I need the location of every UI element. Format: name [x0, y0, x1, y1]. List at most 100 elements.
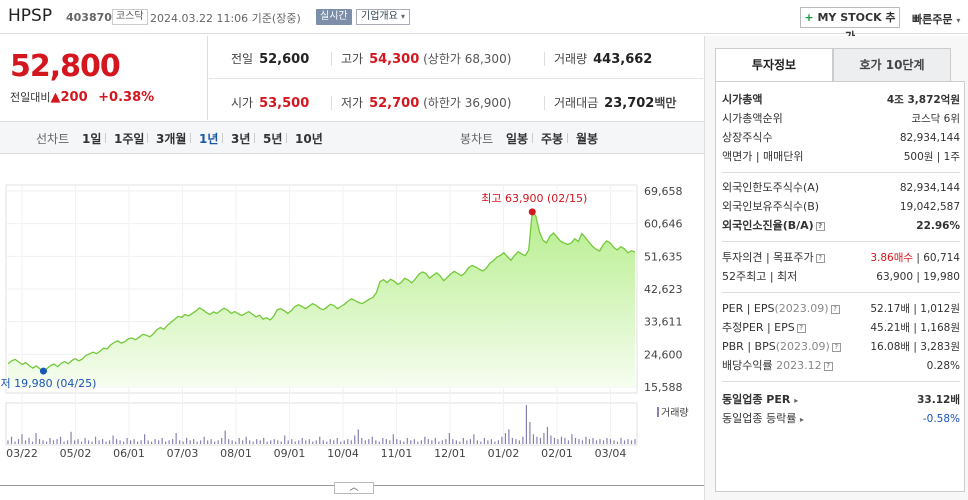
sector-per-value: 33.12배 — [917, 394, 960, 406]
volume-bar — [158, 440, 160, 444]
chevron-up-icon: ︿ — [349, 483, 359, 493]
divider — [722, 241, 960, 242]
volume-frame — [5, 402, 638, 446]
price-stats: 전일 52,600 고가 54,300 (상한가 68,300) 거래량 443,66… — [209, 36, 703, 120]
volume-bar — [462, 437, 464, 444]
volume-bar — [634, 439, 636, 444]
volume-bar — [350, 440, 352, 444]
help-icon[interactable]: ? — [823, 361, 833, 371]
volume-bar — [476, 440, 478, 444]
volume-bar — [497, 440, 499, 444]
collapse-chart-button[interactable]: ︿ — [334, 482, 374, 494]
trade-amount: 거래대금 23,702백만 — [554, 94, 676, 111]
volume-bar — [385, 439, 387, 444]
volume-bar — [77, 439, 79, 444]
quick-order-button[interactable]: 빠른주문 ▾ — [912, 11, 960, 27]
foreign-limit-row: 외국인한도주식수(A) 82,934,144 — [722, 180, 960, 196]
volume-bar — [487, 440, 489, 444]
volume-bar — [228, 439, 230, 444]
volume-bar — [448, 433, 450, 444]
volume-bar — [389, 440, 391, 444]
par-value-row: 액면가 | 매매단위 500원 | 1주 — [722, 149, 960, 165]
volume-bar — [298, 440, 300, 444]
volume-bar — [151, 441, 153, 444]
add-my-stock-button[interactable]: + MY STOCK 추가 — [800, 7, 900, 43]
tab-order-book[interactable]: 호가 10단계 — [833, 48, 951, 82]
tab-investment-info[interactable]: 투자정보 — [715, 48, 833, 82]
help-icon[interactable]: ? — [815, 221, 825, 231]
help-icon[interactable]: ? — [831, 342, 841, 352]
volume-bar — [620, 437, 622, 444]
volume-bar — [308, 439, 310, 444]
volume-bar — [203, 436, 205, 444]
volume-bar — [98, 440, 100, 444]
volume-bar — [515, 439, 517, 444]
volume-bar — [56, 439, 58, 444]
volume-bar — [364, 440, 366, 444]
volume-bar — [70, 431, 72, 444]
company-info-dropdown[interactable]: 기업개요 ▾ — [356, 9, 411, 25]
volume-bar — [87, 440, 90, 444]
divider — [286, 133, 287, 143]
volume-bar — [31, 441, 34, 444]
volume-bar — [329, 439, 331, 444]
opinion-row: 투자의견 | 목표주가? 3.86매수 | 60,714 — [722, 251, 960, 264]
volume-bar — [508, 429, 510, 444]
period-10y[interactable]: 10년 — [295, 132, 323, 146]
period-3y[interactable]: 3년 — [231, 132, 251, 146]
foreign-rate-row: 외국인소진율(B/A)? 22.96% — [722, 218, 960, 234]
quick-order-label: 빠른주문 — [912, 13, 953, 26]
volume-bar — [392, 434, 394, 444]
shares-label: 상장주식수 — [722, 131, 773, 144]
candle-weekly[interactable]: 주봉 — [541, 132, 564, 146]
sector-per-row[interactable]: 동일업종 PER ▸ 33.12배 — [722, 392, 960, 408]
amount-unit: 백만 — [654, 96, 677, 110]
volume-bar — [63, 441, 65, 444]
period-3m[interactable]: 3개월 — [156, 132, 187, 146]
realtime-button[interactable]: 실시간 — [316, 9, 352, 25]
volume-bar — [490, 439, 492, 444]
candle-daily[interactable]: 일봉 — [506, 132, 529, 146]
y-tick-label: 51,635 — [644, 250, 683, 263]
volume-bar — [129, 440, 132, 444]
help-icon[interactable]: ? — [796, 323, 806, 333]
volume-bar — [347, 439, 349, 444]
pbr-label: PBR | BPS — [722, 340, 776, 353]
x-tick-label: 08/01 — [220, 447, 252, 460]
period-5y[interactable]: 5년 — [263, 132, 283, 146]
volume-bar — [532, 434, 535, 444]
price-summary: 52,800 전일대비▲200 +0.38% — [0, 36, 208, 120]
volume-bar — [91, 441, 93, 444]
sector-rate-row[interactable]: 동일업종 등락률 ▸ -0.58% — [722, 411, 960, 427]
rank-label: 시가총액순위 — [722, 112, 783, 125]
prev-close-label: 전일 — [231, 52, 254, 66]
help-icon[interactable]: ? — [815, 253, 825, 263]
volume-bar — [469, 439, 471, 444]
volume-bar — [42, 440, 44, 444]
volume-bar — [315, 440, 317, 444]
volume-bar — [126, 437, 128, 444]
volume-bar — [543, 433, 545, 444]
volume-bar — [119, 440, 121, 444]
volume-bar — [172, 439, 174, 444]
volume-bar — [214, 441, 216, 444]
low-label: 저가 — [341, 96, 364, 110]
period-1y[interactable]: 1년 — [199, 132, 219, 146]
volume-bar — [445, 439, 447, 444]
divider — [544, 96, 545, 110]
period-1w[interactable]: 1주일 — [114, 132, 145, 146]
price-area-fill — [8, 211, 635, 387]
help-icon[interactable]: ? — [830, 304, 840, 314]
period-1d[interactable]: 1일 — [82, 132, 102, 146]
volume-bar — [588, 439, 591, 444]
volume-bar — [623, 440, 626, 444]
candle-monthly[interactable]: 월봉 — [576, 132, 599, 146]
volume-legend-swatch — [657, 407, 659, 417]
divider — [331, 96, 332, 110]
x-tick-label: 07/03 — [167, 447, 199, 460]
y-tick-label: 69,658 — [644, 185, 683, 198]
x-tick-label: 12/01 — [434, 447, 466, 460]
open-price: 시가 53,500 — [231, 94, 309, 111]
volume-bar — [410, 440, 412, 444]
volume-bar — [609, 439, 612, 444]
